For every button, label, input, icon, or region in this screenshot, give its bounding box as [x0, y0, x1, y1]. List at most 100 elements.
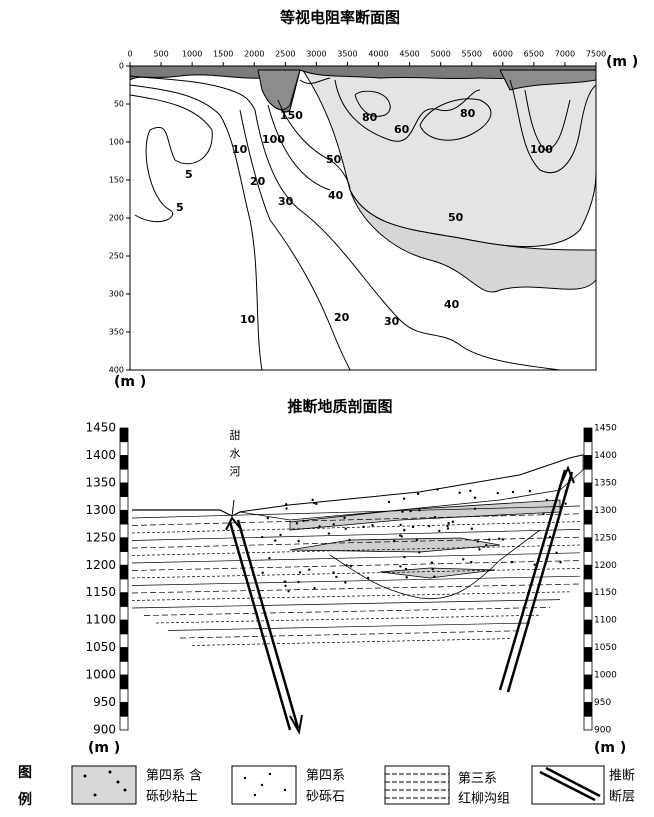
scale-segment	[119, 564, 129, 580]
dark-region	[257, 69, 301, 110]
y-tick-label: 1450	[85, 421, 116, 435]
gravel-dot	[284, 584, 287, 588]
y-tick-label: 1400	[85, 448, 116, 462]
contour-label: 20	[250, 175, 266, 188]
gravel-dot	[470, 560, 473, 564]
river-label: 河	[230, 465, 241, 478]
scale-segment	[119, 551, 129, 566]
scale-segment	[119, 674, 129, 690]
y-tick-label: 1050	[85, 640, 116, 654]
legend-label: 断层	[609, 790, 635, 805]
legend-label: 第三系	[458, 772, 497, 787]
gravel-dot	[433, 575, 436, 578]
gravel-dot	[349, 565, 353, 568]
legend-label: 推断	[609, 769, 635, 784]
y-tick-label: 1050	[594, 643, 617, 653]
y-tick-label: 250	[109, 252, 124, 261]
gravel-dot	[344, 581, 347, 584]
scale-segment	[119, 537, 129, 552]
y-tick-label: 1150	[594, 588, 617, 598]
gravel-dot	[462, 558, 465, 561]
contour-label: 50	[448, 211, 464, 224]
stratum-line	[131, 513, 581, 526]
contour-lines	[129, 75, 597, 371]
scale-segment	[583, 702, 593, 717]
gravel-dot	[418, 509, 421, 512]
legend-label: 砂砾石	[306, 790, 345, 805]
x-tick-label: 3500	[337, 50, 357, 59]
gravel-dot	[295, 522, 299, 525]
scale-segment	[119, 688, 129, 703]
y-tick-label: 1100	[594, 616, 617, 626]
y-tick-label: 1400	[594, 451, 617, 461]
right-unit: (m )	[594, 740, 626, 756]
y-tick-label: 1450	[594, 424, 617, 434]
gravel-dot	[392, 539, 396, 543]
gravel-dot	[344, 527, 347, 530]
gravel-dot	[362, 525, 365, 529]
y-tick-label: 950	[594, 698, 611, 708]
gravel-dot	[366, 576, 370, 580]
scale-segment	[583, 674, 593, 690]
section-title: 推断地质剖面图	[287, 398, 392, 416]
scale-segment	[119, 606, 129, 621]
gravel-dot	[430, 561, 434, 564]
scale-segment	[583, 715, 593, 731]
gravel-dot	[415, 538, 419, 541]
gravel-dot	[387, 500, 391, 504]
y-tick-label: 50	[114, 100, 124, 109]
gravel-dot	[345, 564, 348, 567]
legend-heading: 例	[18, 791, 32, 808]
gravel-dot	[511, 490, 515, 494]
scale-segment	[583, 606, 593, 621]
scale-segment	[119, 715, 129, 731]
y-tick-label: 1000	[85, 668, 116, 682]
gravel-dot	[476, 540, 480, 543]
geologic-section	[131, 454, 584, 735]
y-tick-label: 1350	[85, 475, 116, 489]
scale-segment	[583, 619, 593, 635]
gravel-dot	[399, 523, 402, 527]
gravel-dot	[307, 568, 311, 571]
contour-ticks: 0 500 1000 1500 2000 2500 3000 3500 4000 4500 5000…	[109, 50, 606, 375]
scale-segment	[583, 633, 593, 649]
gravel-dot	[438, 529, 441, 533]
y-tick-label: 1150	[85, 585, 116, 599]
y-tick-label: 200	[109, 214, 124, 223]
y-tick-label: 950	[93, 695, 116, 709]
legend-swatches	[71, 765, 605, 805]
gravel-dot	[458, 491, 461, 495]
gravel-dot	[327, 532, 331, 535]
x-tick-label: 7500	[586, 50, 606, 59]
x-tick-label: 0	[127, 50, 132, 59]
gravel-dot	[315, 502, 318, 506]
legend-label: 第四系 含	[146, 768, 202, 784]
gravel-dot	[478, 548, 481, 551]
scale-segment	[119, 468, 129, 484]
legend-label: 砾砂粘土	[146, 790, 198, 805]
left-unit: (m )	[88, 740, 120, 756]
gravel-dot	[564, 502, 567, 505]
contour-label: 80	[362, 111, 378, 124]
contour-label: 150	[280, 109, 303, 122]
scale-segment	[119, 523, 129, 539]
y-tick-label: 0	[119, 62, 124, 71]
contour-label: 30	[384, 315, 400, 328]
scale-segment	[119, 427, 129, 443]
gravel-dot	[473, 507, 477, 510]
gravel-dot	[501, 538, 505, 541]
section-scales: 1450 1400 1350 1300 1250 1200 1150 1100 1050 1000…	[85, 421, 617, 737]
scale-segment	[119, 702, 129, 717]
gravel-dot	[542, 512, 545, 516]
y-tick-label: 1250	[85, 530, 116, 544]
scale-segment	[583, 482, 593, 498]
clay-lens	[289, 537, 501, 553]
scale-segment	[583, 427, 593, 443]
gravel-dot	[470, 527, 474, 530]
contour-label: 10	[232, 143, 248, 156]
y-tick-label: 1300	[85, 503, 116, 517]
contour-label: 20	[334, 311, 350, 324]
gravel-dot	[496, 491, 499, 495]
gravel-dot	[446, 527, 450, 530]
gravel-dot	[488, 538, 491, 541]
